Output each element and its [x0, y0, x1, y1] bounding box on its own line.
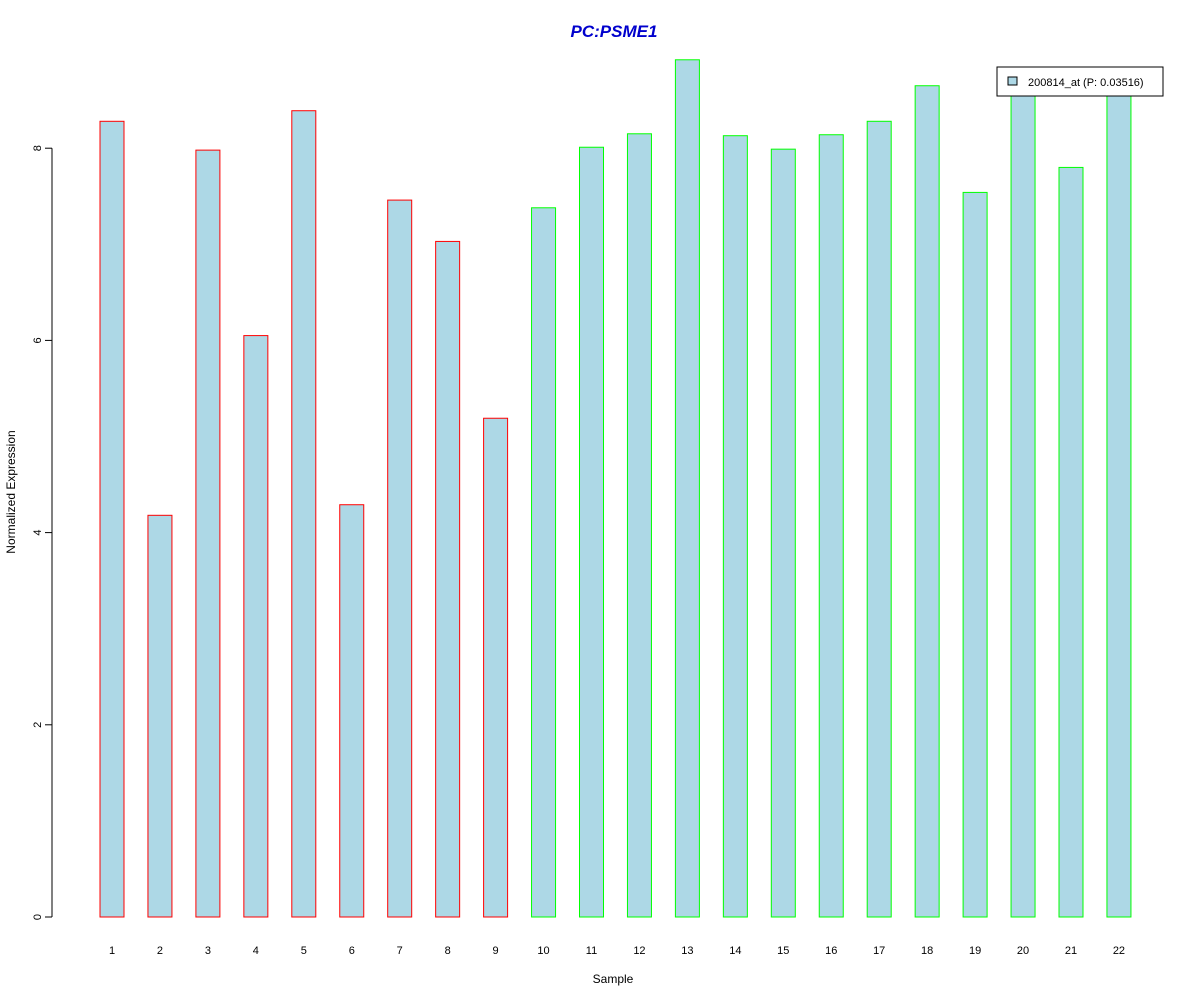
x-tick-label: 4 — [253, 945, 259, 957]
bar — [962, 191, 988, 918]
x-tick-label: 3 — [205, 945, 211, 957]
legend-label: 200814_at (P: 0.03516) — [1028, 77, 1144, 89]
bar — [531, 207, 557, 918]
legend-swatch — [1007, 76, 1018, 86]
bar — [914, 85, 940, 918]
y-tick-label: 4 — [32, 530, 44, 536]
x-tick-label: 1 — [109, 945, 115, 957]
bar — [243, 335, 269, 918]
x-tick-label: 7 — [397, 945, 403, 957]
x-tick-label: 21 — [1065, 945, 1077, 957]
x-tick-label: 18 — [921, 945, 933, 957]
y-axis-label: Normalized Expression — [4, 430, 18, 553]
bar — [147, 514, 173, 918]
bar — [579, 146, 604, 918]
x-tick-label: 11 — [586, 945, 597, 957]
bar — [1010, 90, 1036, 918]
x-tick-label: 9 — [493, 945, 499, 957]
y-tick-label: 6 — [32, 337, 44, 343]
x-tick-label: 22 — [1113, 945, 1125, 957]
bar — [770, 148, 796, 918]
bar — [722, 135, 748, 918]
chart-title: PC:PSME1 — [571, 22, 658, 41]
x-tick-label: 10 — [537, 945, 549, 957]
y-tick-label: 8 — [32, 145, 44, 151]
bar — [818, 134, 844, 918]
x-tick-label: 16 — [825, 945, 837, 957]
x-tick-label: 13 — [681, 945, 693, 957]
x-tick-label: 5 — [301, 945, 307, 957]
y-tick-label: 0 — [32, 914, 44, 920]
x-tick-label: 14 — [729, 945, 741, 957]
bar — [866, 120, 892, 918]
bar — [626, 133, 652, 918]
x-tick-labels: 1 2 3 4 5 6 7 8 9 10 11 12 13 14 15 16 17 18 19 20 21 22 — [109, 945, 1125, 957]
y-tick-label: 2 — [32, 722, 44, 728]
x-tick-label: 6 — [349, 945, 355, 957]
bar — [674, 59, 700, 918]
x-tick-label: 15 — [777, 945, 789, 957]
x-axis-label: Sample — [593, 972, 634, 986]
bar — [99, 120, 125, 918]
x-tick-label: 19 — [969, 945, 981, 957]
bar — [1106, 85, 1132, 918]
x-tick-label: 2 — [157, 945, 163, 957]
bar — [483, 417, 509, 918]
bar — [435, 240, 461, 918]
bar — [195, 149, 221, 918]
y-axis: 0 2 4 6 8 — [32, 145, 53, 920]
bar — [1058, 166, 1084, 918]
legend-box — [996, 66, 1164, 97]
legend: 200814_at (P: 0.03516) — [996, 66, 1164, 97]
x-tick-label: 17 — [873, 945, 885, 957]
bars — [99, 59, 1132, 918]
bar — [387, 199, 413, 918]
bar — [339, 504, 365, 918]
x-tick-label: 8 — [445, 945, 451, 957]
bar — [291, 110, 317, 918]
x-tick-label: 20 — [1017, 945, 1029, 957]
x-tick-label: 12 — [633, 945, 645, 957]
